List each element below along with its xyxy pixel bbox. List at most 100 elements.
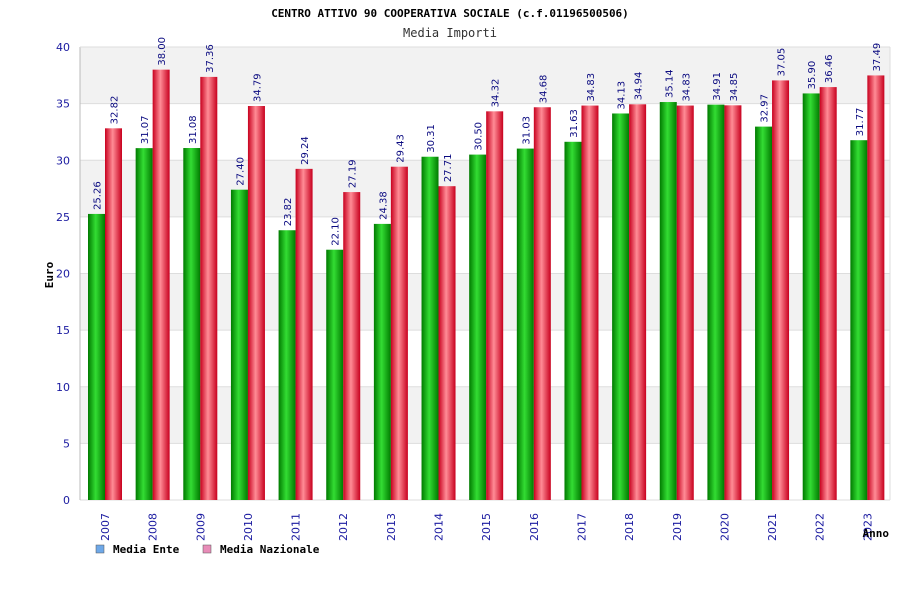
- x-tick-label: 2019: [671, 513, 684, 541]
- y-tick-label: 15: [56, 324, 70, 337]
- data-label-media-ente: 31.63: [569, 109, 580, 138]
- bar-media-ente: [564, 141, 582, 500]
- x-tick-label: 2017: [575, 513, 588, 541]
- legend: Media Ente Media Nazionale: [95, 543, 320, 556]
- data-label-media-nazionale: 34.83: [586, 73, 597, 102]
- x-tick-labels: 2007 2008 2009 2010 2011 2012 2013 2014 2015 2016…: [99, 513, 874, 541]
- bar-media-nazionale: [105, 128, 122, 500]
- y-axis-label: Euro: [43, 261, 56, 288]
- bar-media-nazionale: [247, 106, 265, 501]
- bar-media-ente: [755, 126, 773, 501]
- data-label-media-ente: 31.08: [188, 115, 199, 144]
- legend-label-ente: Media Ente: [113, 543, 180, 556]
- bar-media-nazionale: [152, 69, 170, 501]
- y-tick-label: 40: [56, 41, 70, 54]
- chart-title: CENTRO ATTIVO 90 COOPERATIVA SOCIALE (c.…: [271, 7, 629, 20]
- x-tick-label: 2018: [623, 513, 636, 541]
- y-tick-label: 20: [56, 268, 70, 281]
- bar-media-nazionale: [676, 105, 694, 501]
- x-tick-label: 2016: [528, 513, 541, 541]
- data-label-media-ente: 24.38: [378, 191, 389, 220]
- bar-media-ente: [659, 102, 677, 501]
- x-tick-label: 2013: [385, 513, 398, 541]
- data-label-media-ente: 25.26: [93, 181, 104, 210]
- y-tick-label: 30: [56, 154, 70, 167]
- data-label-media-ente: 23.82: [283, 198, 294, 227]
- x-tick-label: 2012: [337, 513, 350, 541]
- chart-subtitle: Media Importi: [403, 26, 497, 40]
- data-label-media-ente: 35.90: [807, 61, 818, 90]
- bar-media-nazionale: [772, 80, 790, 500]
- bar-media-ente: [230, 189, 248, 500]
- data-label-media-nazionale: 34.85: [729, 73, 740, 102]
- x-axis-label: Anno: [863, 527, 890, 540]
- y-tick-label: 5: [63, 437, 70, 450]
- bar-media-nazionale: [200, 76, 218, 500]
- bar-media-nazionale: [867, 75, 885, 500]
- data-label-media-ente: 31.03: [521, 116, 532, 145]
- data-label-media-nazionale: 36.46: [824, 54, 835, 83]
- x-tick-label: 2009: [194, 513, 207, 541]
- bar-media-nazionale: [486, 111, 504, 501]
- data-label-media-ente: 31.77: [855, 108, 866, 137]
- y-tick-label: 10: [56, 381, 70, 394]
- bar-media-nazionale: [819, 87, 837, 500]
- bar-media-ente: [850, 140, 868, 500]
- bars: [88, 69, 885, 501]
- data-label-media-nazionale: 27.71: [443, 154, 454, 183]
- legend-label-nazionale: Media Nazionale: [220, 543, 320, 556]
- bar-media-nazionale: [390, 166, 408, 500]
- bar-media-ente: [326, 249, 344, 500]
- x-tick-label: 2010: [242, 513, 255, 541]
- bar-media-ente: [516, 148, 534, 500]
- bar-media-nazionale: [533, 107, 551, 501]
- data-label-media-nazionale: 29.24: [300, 136, 311, 165]
- data-label-media-nazionale: 34.79: [252, 73, 263, 102]
- data-label-media-nazionale: 34.68: [538, 75, 549, 104]
- data-label-media-ente: 27.40: [235, 157, 246, 186]
- bar-media-ente: [612, 113, 630, 500]
- y-tick-label: 35: [56, 98, 70, 111]
- bar-media-ente: [802, 93, 820, 501]
- y-tick-label: 25: [56, 211, 70, 224]
- x-tick-label: 2011: [290, 513, 303, 541]
- bar-media-ente: [135, 148, 153, 500]
- data-label-media-ente: 30.50: [474, 122, 485, 151]
- bar-media-nazionale: [629, 104, 647, 500]
- data-label-media-ente: 22.10: [331, 217, 342, 246]
- data-label-media-nazionale: 29.43: [395, 134, 406, 163]
- data-label-media-nazionale: 38.00: [157, 37, 168, 66]
- bar-media-nazionale: [343, 192, 361, 501]
- x-tick-label: 2020: [718, 513, 731, 541]
- x-tick-label: 2014: [433, 513, 446, 541]
- data-label-media-nazionale: 27.19: [348, 159, 359, 188]
- bar-media-ente: [707, 104, 725, 500]
- y-tick-label: 0: [63, 494, 70, 507]
- bar-media-ente: [421, 156, 439, 500]
- x-tick-label: 2015: [480, 513, 493, 541]
- data-label-media-ente: 31.07: [140, 115, 151, 144]
- bar-media-nazionale: [581, 105, 599, 501]
- legend-swatch-nazionale: [202, 544, 212, 554]
- legend-swatch-ente: [95, 544, 105, 554]
- x-tick-label: 2021: [766, 513, 779, 541]
- data-label-media-ente: 32.97: [760, 94, 771, 123]
- data-label-media-ente: 34.13: [617, 81, 628, 110]
- bar-media-ente: [183, 148, 201, 501]
- data-label-media-nazionale: 37.05: [777, 48, 788, 77]
- data-label-media-nazionale: 34.94: [634, 72, 645, 101]
- data-label-media-nazionale: 37.49: [872, 43, 883, 72]
- x-tick-label: 2008: [147, 513, 160, 541]
- bar-media-nazionale: [295, 168, 313, 500]
- data-label-media-nazionale: 34.83: [681, 73, 692, 102]
- data-label-media-nazionale: 32.82: [110, 96, 121, 125]
- x-tick-label: 2022: [814, 513, 827, 541]
- bar-media-ente: [469, 154, 487, 500]
- bar-media-nazionale: [724, 105, 742, 500]
- y-tick-labels: 0 5 10 15 20 25 30 35 40: [56, 41, 70, 507]
- bar-media-ente: [278, 230, 296, 500]
- data-label-media-ente: 30.31: [426, 124, 437, 153]
- data-labels: 25.26 32.82 31.07 38.00 31.08 37.36 27.40 34.79…: [93, 37, 883, 246]
- data-label-media-nazionale: 34.32: [491, 79, 502, 108]
